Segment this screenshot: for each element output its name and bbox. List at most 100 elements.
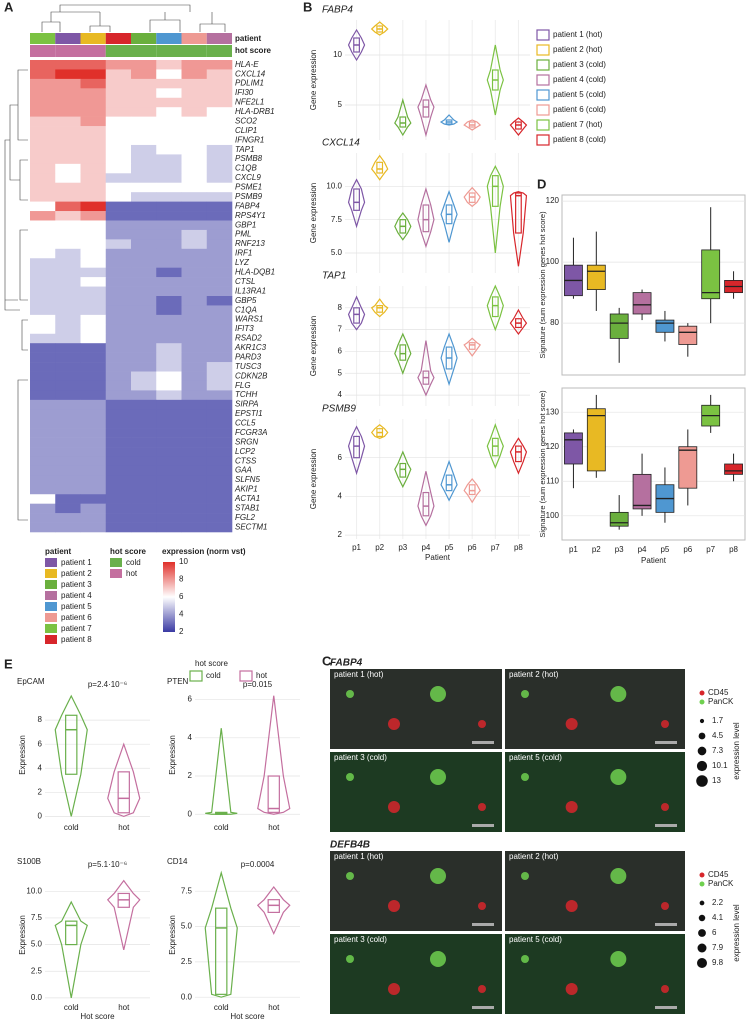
size-label: 7.3 <box>712 746 724 755</box>
heatmap-cell <box>156 522 182 533</box>
heatmap-cell <box>156 324 182 335</box>
heatmap-cell <box>131 390 157 401</box>
image-label: patient 5 (cold) <box>509 935 562 944</box>
heatmap-cell <box>156 409 182 420</box>
heatmap-cell <box>156 201 182 212</box>
cell-spot <box>661 985 669 993</box>
heatmap-cell <box>105 456 132 467</box>
heatmap-cell <box>156 475 182 486</box>
heatmap-cell <box>206 182 233 193</box>
legend-key <box>536 74 550 86</box>
plot-title: CD14 <box>167 857 188 866</box>
heatmap-cell <box>131 380 157 391</box>
heatmap-cell <box>80 390 107 401</box>
y-axis-label: Gene expression <box>309 50 318 110</box>
gene-label: GBP1 <box>235 220 256 229</box>
heatmap-cell <box>131 513 157 523</box>
y-tick-label: 0 <box>188 809 193 818</box>
violin <box>347 425 366 476</box>
box <box>468 484 476 496</box>
gene-label: CCL5 <box>235 419 256 428</box>
heatmap-cell <box>131 522 157 533</box>
hot-track-cell <box>206 45 232 57</box>
scale-bar <box>472 741 494 744</box>
patient-track-cell <box>80 33 106 44</box>
scale-bar <box>655 923 677 926</box>
heatmap-cell <box>55 97 81 108</box>
cell-spot <box>521 955 529 963</box>
box <box>117 771 130 814</box>
y-tick-label: 6 <box>38 739 43 748</box>
heatmap-cell <box>181 305 208 316</box>
plot-title: S100B <box>17 857 41 866</box>
heatmap-cell <box>105 296 132 306</box>
heatmap-cell <box>131 314 157 325</box>
heatmap-cell <box>156 69 182 80</box>
p-value: p=0.0004 <box>241 860 275 869</box>
scale-bar <box>655 824 677 827</box>
heatmap-cell <box>30 277 56 287</box>
heatmap-cell <box>181 333 208 344</box>
heatmap-cell <box>105 371 132 382</box>
cell-spot <box>478 902 486 910</box>
y-tick-label: 10.0 <box>26 886 42 895</box>
violin <box>417 471 435 527</box>
legend-key <box>189 670 203 682</box>
cell-spot <box>521 773 529 781</box>
heatmap-cell <box>105 60 132 70</box>
heatmap-cell <box>181 390 208 401</box>
heatmap-cell <box>55 88 81 99</box>
y-tick-label: 120 <box>546 442 560 451</box>
violin <box>440 332 458 387</box>
heatmap-cell <box>206 456 233 467</box>
hot-track-cell <box>55 45 81 57</box>
heatmap-cell <box>80 107 107 117</box>
heatmap-cell <box>156 192 182 202</box>
legend-label: hot <box>256 671 268 680</box>
heatmap-cell <box>105 211 132 221</box>
plot-title: EpCAM <box>17 677 45 686</box>
heatmap-cell <box>30 352 56 363</box>
y-axis-label: Gene expression <box>309 183 318 243</box>
gene-label: AKIP1 <box>234 485 258 494</box>
legend-label: patient 8 (cold) <box>553 135 606 144</box>
heatmap-cell <box>30 494 56 504</box>
heatmap-cell <box>80 494 107 504</box>
heatmap-cell <box>105 97 132 108</box>
violin <box>509 308 528 336</box>
gene-label: IFI30 <box>235 88 254 97</box>
heatmap-cell <box>206 258 233 268</box>
violin <box>347 178 366 229</box>
plot-title: CXCL14 <box>322 138 360 149</box>
heatmap-cell <box>206 333 233 344</box>
heatmap-cell <box>55 229 81 240</box>
heatmap-cell <box>181 258 208 268</box>
heatmap-cell <box>181 296 208 306</box>
heatmap-cell <box>156 286 182 297</box>
size-label: 9.8 <box>712 958 724 967</box>
legend-swatch <box>45 569 57 578</box>
heatmap-cell <box>55 494 81 504</box>
heatmap-cell <box>131 277 157 287</box>
scale-tick-label: 6 <box>179 592 184 601</box>
box <box>609 313 629 339</box>
cell-spot <box>430 868 446 884</box>
heatmap-cell <box>156 333 182 344</box>
marker-key <box>699 699 705 705</box>
gene-label: NFE2L1 <box>235 98 264 107</box>
heatmap-cell <box>105 201 132 212</box>
violin <box>204 870 238 998</box>
heatmap-cell <box>131 484 157 495</box>
heatmap-cell <box>206 418 233 429</box>
heatmap-cell <box>131 229 157 240</box>
hot-track-cell <box>105 45 131 57</box>
violin <box>107 742 141 818</box>
heatmap-cell <box>206 78 233 89</box>
heatmap-cell <box>80 513 107 523</box>
heatmap-cell <box>206 343 233 353</box>
heatmap-cell <box>131 296 157 306</box>
y-axis-label: Expression <box>18 915 27 955</box>
size-label: 2.2 <box>712 898 724 907</box>
violin <box>463 186 481 208</box>
size-key <box>698 929 706 937</box>
